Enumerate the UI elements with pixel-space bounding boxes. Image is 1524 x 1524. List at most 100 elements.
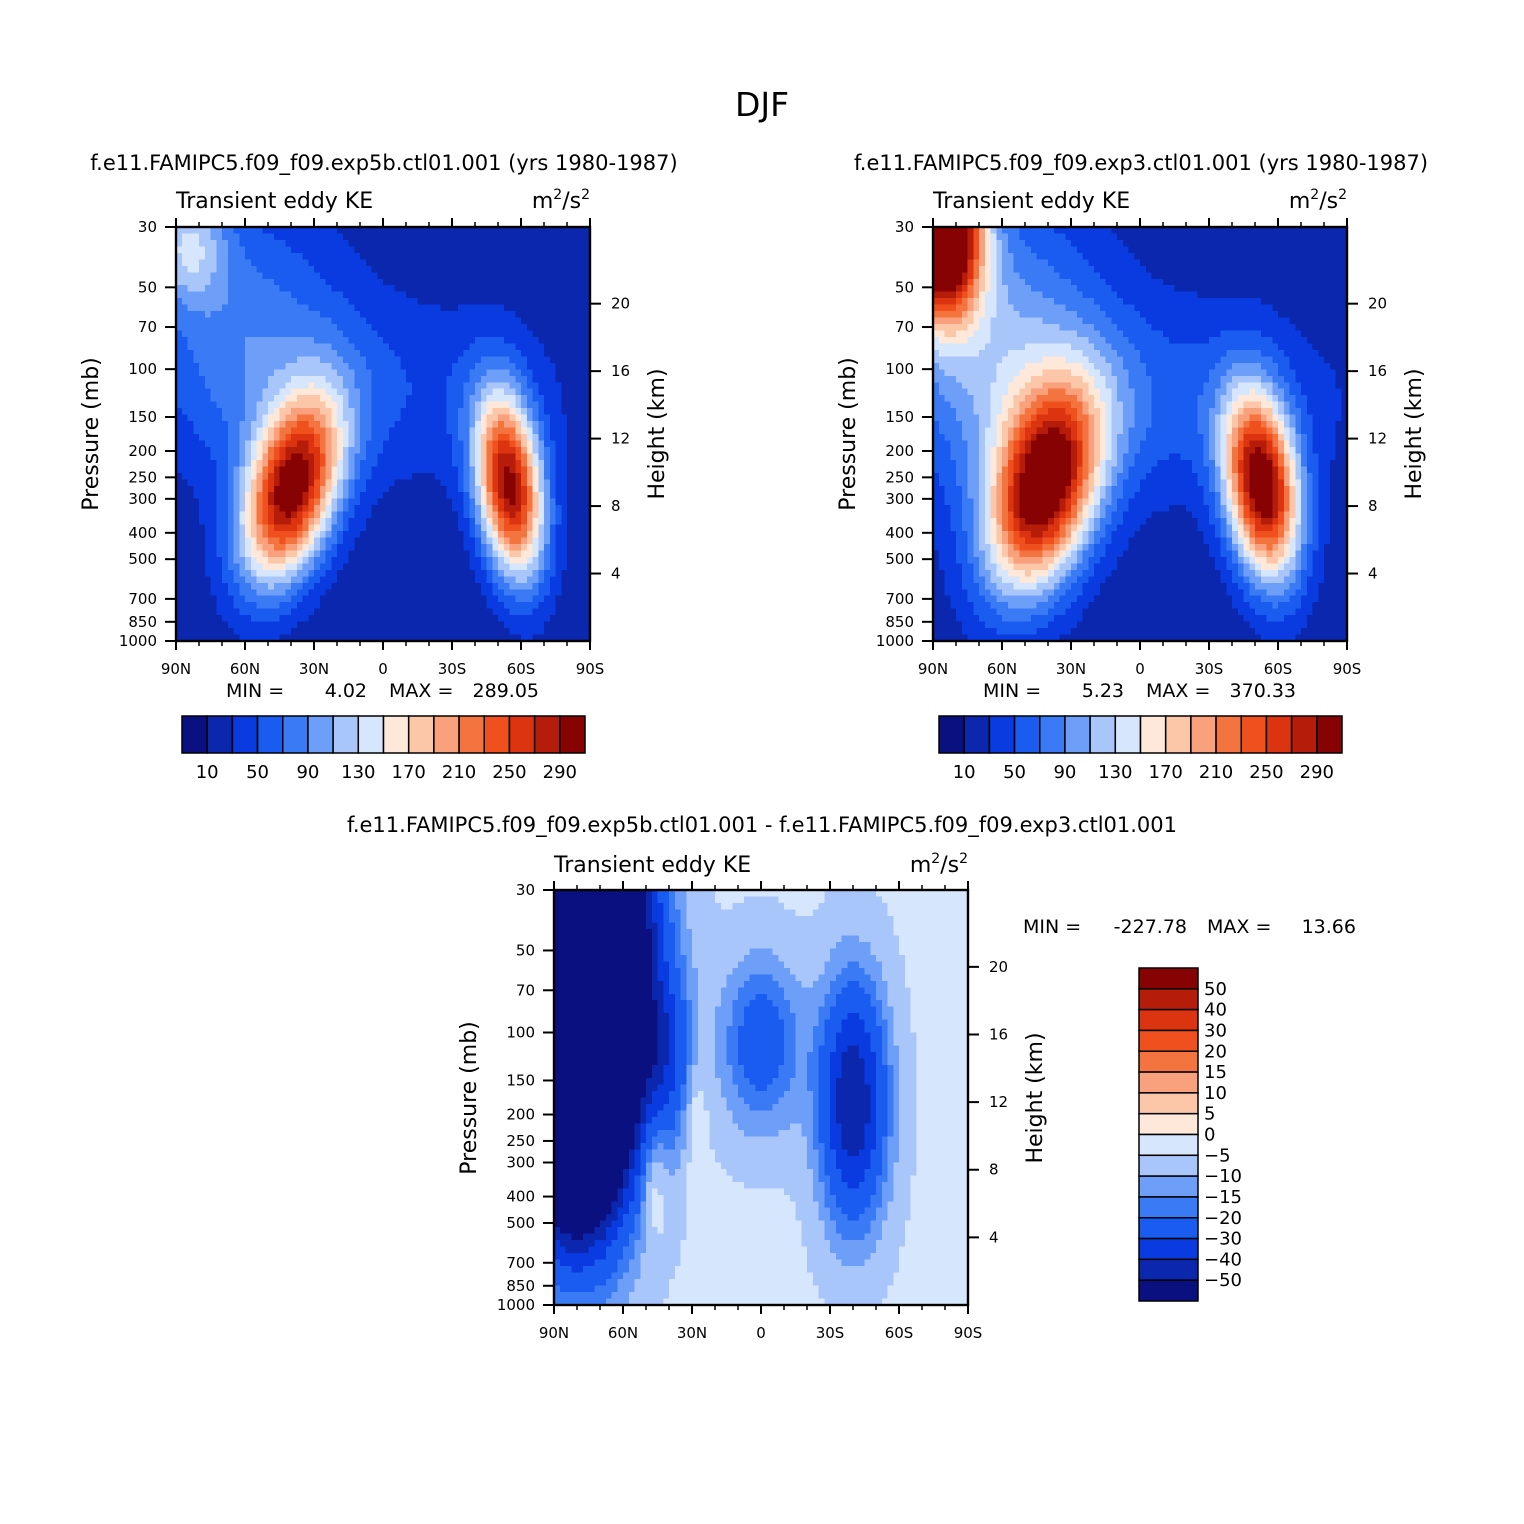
field-cell bbox=[233, 556, 240, 564]
field-cell bbox=[469, 304, 476, 312]
field-cell bbox=[383, 492, 390, 500]
field-cell bbox=[176, 518, 183, 526]
field-cell bbox=[181, 615, 189, 623]
field-cell bbox=[181, 349, 189, 357]
field-cell bbox=[314, 304, 321, 312]
field-cell bbox=[572, 459, 580, 467]
field-cell bbox=[538, 252, 545, 260]
field-cell bbox=[199, 537, 206, 545]
field-cell bbox=[245, 324, 252, 332]
field-cell bbox=[204, 479, 212, 487]
field-cell bbox=[360, 233, 367, 241]
field-cell bbox=[256, 543, 263, 552]
field-cell bbox=[199, 304, 206, 312]
field-cell bbox=[572, 227, 580, 235]
field-cell bbox=[365, 382, 373, 390]
field-cell bbox=[480, 401, 488, 409]
field-cell bbox=[452, 466, 459, 474]
field-cell bbox=[388, 382, 396, 390]
field-cell bbox=[549, 349, 557, 357]
field-cell bbox=[187, 298, 194, 306]
field-cell bbox=[1042, 239, 1049, 248]
field-cell bbox=[239, 265, 246, 273]
field-cell bbox=[377, 602, 384, 610]
field-cell bbox=[532, 479, 539, 487]
field-cell bbox=[354, 608, 361, 616]
field-cell bbox=[227, 556, 235, 564]
field-cell bbox=[561, 543, 568, 552]
field-cell bbox=[348, 505, 355, 513]
field-cell bbox=[417, 524, 424, 532]
field-cell bbox=[1157, 227, 1164, 235]
field-cell bbox=[383, 330, 390, 338]
field-cell bbox=[348, 550, 355, 558]
field-cell bbox=[354, 227, 361, 235]
field-cell bbox=[360, 304, 367, 312]
field-cell bbox=[578, 628, 585, 636]
field-cell bbox=[406, 563, 413, 571]
field-cell bbox=[521, 414, 528, 422]
field-cell bbox=[561, 492, 568, 500]
field-cell bbox=[319, 446, 327, 455]
field-cell bbox=[973, 239, 980, 248]
field-cell bbox=[176, 336, 183, 345]
field-cell bbox=[480, 543, 488, 552]
field-cell bbox=[429, 427, 436, 435]
field-cell bbox=[377, 479, 384, 487]
field-cell bbox=[440, 401, 447, 409]
field-cell bbox=[400, 634, 407, 642]
field-cell bbox=[400, 388, 407, 396]
field-cell bbox=[245, 239, 252, 248]
field-cell bbox=[210, 492, 217, 500]
field-cell bbox=[273, 576, 281, 584]
field-cell bbox=[354, 505, 361, 513]
field-cell bbox=[233, 479, 240, 487]
field-cell bbox=[584, 537, 591, 545]
field-cell bbox=[348, 563, 355, 571]
field-cell bbox=[526, 278, 534, 286]
field-cell bbox=[210, 401, 217, 409]
field-cell bbox=[521, 272, 528, 280]
field-cell bbox=[555, 615, 562, 623]
field-cell bbox=[532, 472, 539, 480]
field-cell bbox=[486, 595, 493, 603]
field-cell bbox=[377, 298, 384, 306]
field-cell bbox=[475, 537, 482, 545]
field-cell bbox=[521, 576, 528, 584]
field-cell bbox=[291, 408, 298, 416]
field-cell bbox=[446, 563, 453, 571]
field-cell bbox=[325, 505, 332, 513]
field-cell bbox=[308, 239, 315, 248]
field-cell bbox=[452, 272, 459, 280]
field-cell bbox=[480, 563, 488, 571]
field-cell bbox=[538, 233, 545, 241]
field-cell bbox=[176, 479, 183, 487]
field-cell bbox=[331, 582, 338, 590]
field-cell bbox=[377, 227, 384, 235]
field-cell bbox=[176, 434, 183, 442]
field-cell bbox=[973, 246, 980, 254]
field-cell bbox=[509, 563, 516, 571]
field-cell bbox=[486, 349, 493, 357]
field-cell bbox=[319, 252, 327, 260]
field-cell bbox=[1088, 233, 1095, 241]
field-cell bbox=[417, 408, 424, 416]
field-cell bbox=[245, 440, 252, 448]
field-cell bbox=[216, 615, 223, 623]
field-cell bbox=[331, 492, 338, 500]
field-cell bbox=[204, 304, 212, 312]
field-cell bbox=[555, 336, 562, 345]
field-cell bbox=[285, 434, 292, 442]
field-cell bbox=[308, 589, 315, 597]
field-cell bbox=[1019, 246, 1026, 254]
field-cell bbox=[498, 317, 505, 325]
field-cell bbox=[486, 472, 493, 480]
field-cell bbox=[509, 608, 516, 616]
panel-1-colorbar: 10 50 90 130 170 210 250 290 bbox=[181, 715, 586, 783]
field-cell bbox=[480, 556, 488, 564]
field-cell bbox=[199, 259, 206, 267]
field-cell bbox=[199, 395, 206, 403]
field-cell bbox=[538, 414, 545, 422]
field-cell bbox=[273, 479, 281, 487]
field-cell bbox=[532, 453, 539, 461]
